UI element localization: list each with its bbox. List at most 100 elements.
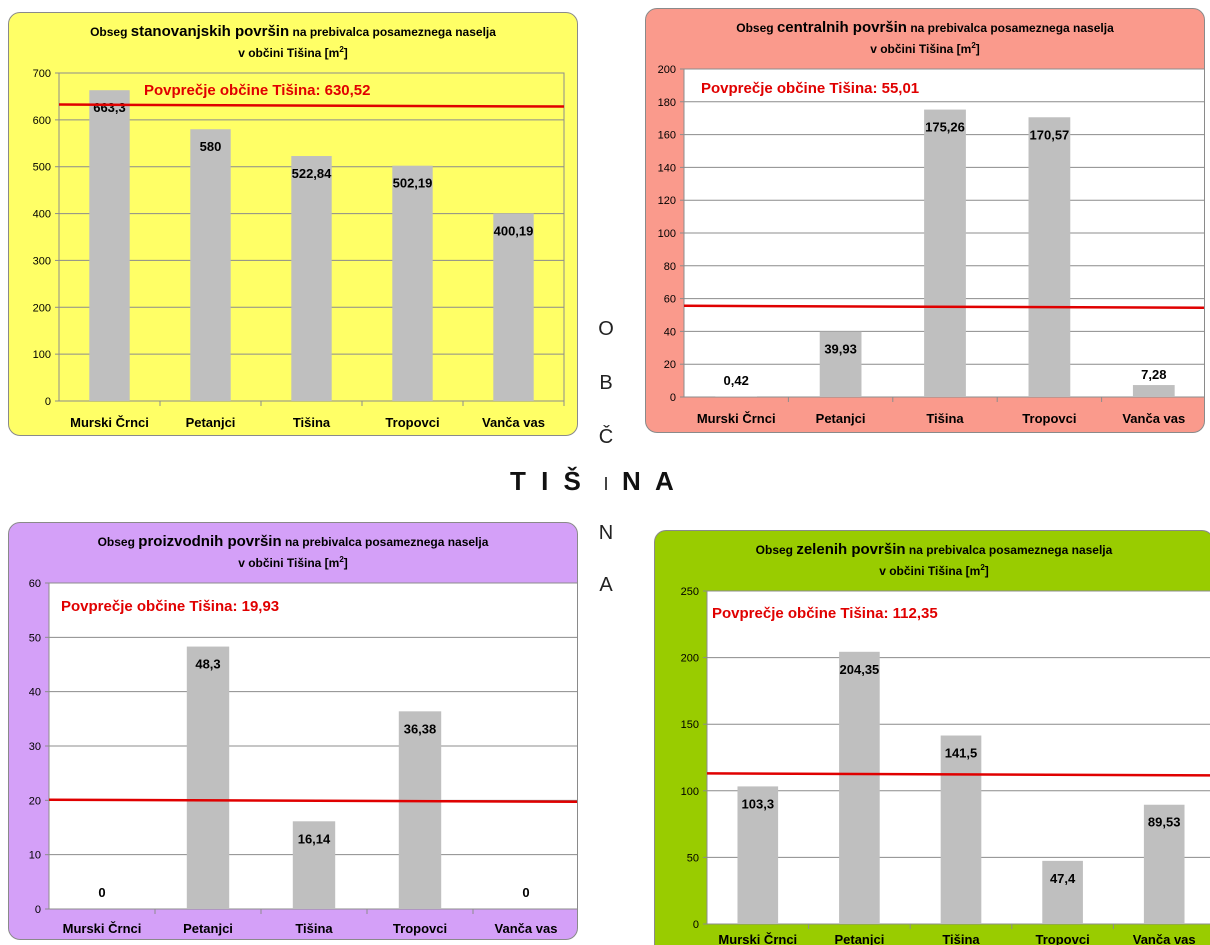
bar xyxy=(1042,860,1083,924)
y-tick-label: 50 xyxy=(29,632,41,644)
average-label: Povprečje občine Tišina: 112,35 xyxy=(712,605,938,622)
y-tick-label: 160 xyxy=(658,130,676,142)
center-letter: I xyxy=(603,474,609,494)
average-line xyxy=(48,798,577,803)
y-tick-label: 0 xyxy=(670,392,676,404)
y-tick-label: 600 xyxy=(33,115,51,127)
bar-chart-centralne: 0 20 40 60 80 100 120 140 160 180 200 Murski Črnci 0… xyxy=(658,64,1204,426)
x-tick-label: Tišina xyxy=(926,411,964,426)
bar xyxy=(89,90,130,402)
x-tick-label: Tišina xyxy=(942,932,980,945)
y-tick-label: 100 xyxy=(33,349,51,361)
x-tick-label: Murski Črnci xyxy=(697,411,776,426)
y-tick-label: 50 xyxy=(687,852,699,864)
data-label: 141,5 xyxy=(945,746,978,761)
bar-chart-stanovanjske: 0 100 200 300 400 500 600 700 Murski Črnci 663,3 P… xyxy=(33,68,565,430)
x-tick-label: Vanča vas xyxy=(495,921,558,936)
bar xyxy=(819,331,862,397)
data-label: 204,35 xyxy=(840,662,880,677)
y-tick-label: 180 xyxy=(658,97,676,109)
bar xyxy=(924,109,966,397)
bar xyxy=(839,651,880,924)
average-label: Povprečje občine Tišina: 630,52 xyxy=(144,82,371,99)
x-tick-label: Petanjci xyxy=(816,411,866,426)
x-tick-label: Tropovci xyxy=(1036,932,1090,945)
y-tick-label: 400 xyxy=(33,209,51,221)
center-letter: Č xyxy=(598,426,614,448)
data-label: 400,19 xyxy=(494,223,534,238)
average-line xyxy=(706,772,1210,777)
bar xyxy=(1132,385,1175,397)
chart-title: Obseg centralnih površin na prebivalca p… xyxy=(736,19,1114,56)
data-label: 7,28 xyxy=(1141,367,1166,382)
y-tick-label: 10 xyxy=(29,850,41,862)
bar xyxy=(392,165,433,401)
chart-panel-stanovanjske: Obseg stanovanjskih površin na prebivalc… xyxy=(8,12,578,436)
data-label: 170,57 xyxy=(1030,127,1070,142)
y-tick-label: 700 xyxy=(33,68,51,80)
bar xyxy=(493,213,534,401)
chart-title: Obseg stanovanjskih površin na prebivalc… xyxy=(90,23,496,60)
x-tick-label: Petanjci xyxy=(183,921,233,936)
y-tick-label: 100 xyxy=(658,228,676,240)
y-tick-label: 40 xyxy=(664,326,676,338)
y-tick-label: 0 xyxy=(45,396,51,408)
y-tick-label: 200 xyxy=(33,302,51,314)
average-label: Povprečje občine Tišina: 19,93 xyxy=(61,598,279,615)
x-tick-label: Tropovci xyxy=(385,415,439,430)
data-label: 580 xyxy=(200,139,222,154)
y-tick-label: 40 xyxy=(29,687,41,699)
data-label: 175,26 xyxy=(925,120,965,135)
center-letter: A xyxy=(599,574,613,596)
y-tick-label: 250 xyxy=(681,586,699,598)
average-label: Povprečje občine Tišina: 55,01 xyxy=(701,80,919,97)
bar xyxy=(1143,804,1185,924)
bar xyxy=(715,396,758,397)
center-letter: N xyxy=(598,522,614,544)
y-tick-label: 60 xyxy=(29,578,41,590)
center-letter: B xyxy=(599,372,613,394)
x-tick-label: Murski Črnci xyxy=(63,921,142,936)
bar xyxy=(940,735,982,924)
x-tick-label: Murski Črnci xyxy=(70,415,149,430)
center-word-left: T I Š xyxy=(510,466,585,496)
y-tick-label: 30 xyxy=(29,741,41,753)
data-label: 0,42 xyxy=(724,373,749,388)
chart-panel-zelene: Obseg zelenih površin na prebivalca posa… xyxy=(654,530,1210,945)
x-tick-label: Tropovci xyxy=(1022,411,1076,426)
data-label: 39,93 xyxy=(824,342,857,357)
bar xyxy=(291,156,332,401)
y-tick-label: 100 xyxy=(681,786,699,798)
y-tick-label: 300 xyxy=(33,255,51,267)
chart-title: Obseg proizvodnih površin na prebivalca … xyxy=(97,533,489,570)
y-tick-label: 0 xyxy=(35,904,41,916)
x-tick-label: Tropovci xyxy=(393,921,447,936)
data-label: 663,3 xyxy=(93,100,126,115)
x-tick-label: Vanča vas xyxy=(1122,411,1185,426)
bar xyxy=(190,129,231,401)
y-tick-label: 120 xyxy=(658,195,676,207)
y-tick-label: 150 xyxy=(681,719,699,731)
y-tick-label: 0 xyxy=(693,919,699,931)
x-tick-label: Petanjci xyxy=(834,932,884,945)
x-tick-label: Petanjci xyxy=(186,415,236,430)
chart-panel-proizvodne: Obseg proizvodnih površin na prebivalca … xyxy=(8,522,578,940)
data-label: 0 xyxy=(98,885,105,900)
bar xyxy=(398,711,442,909)
data-label: 36,38 xyxy=(404,721,437,736)
bar-chart-zelene: 0 50 100 150 200 250 Murski Črnci 103,3 Petanjci… xyxy=(681,586,1210,945)
data-label: 16,14 xyxy=(298,831,331,846)
data-label: 47,4 xyxy=(1050,871,1076,886)
bar xyxy=(1028,117,1071,397)
data-label: 0 xyxy=(522,885,529,900)
data-label: 48,3 xyxy=(195,657,220,672)
chart-title: Obseg zelenih površin na prebivalca posa… xyxy=(755,541,1113,578)
y-tick-label: 140 xyxy=(658,162,676,174)
x-tick-label: Tišina xyxy=(293,415,331,430)
average-line xyxy=(58,103,565,108)
bar xyxy=(737,786,779,924)
data-label: 502,19 xyxy=(393,176,433,191)
y-tick-label: 20 xyxy=(664,359,676,371)
y-tick-label: 200 xyxy=(658,64,676,76)
data-label: 89,53 xyxy=(1148,815,1181,830)
